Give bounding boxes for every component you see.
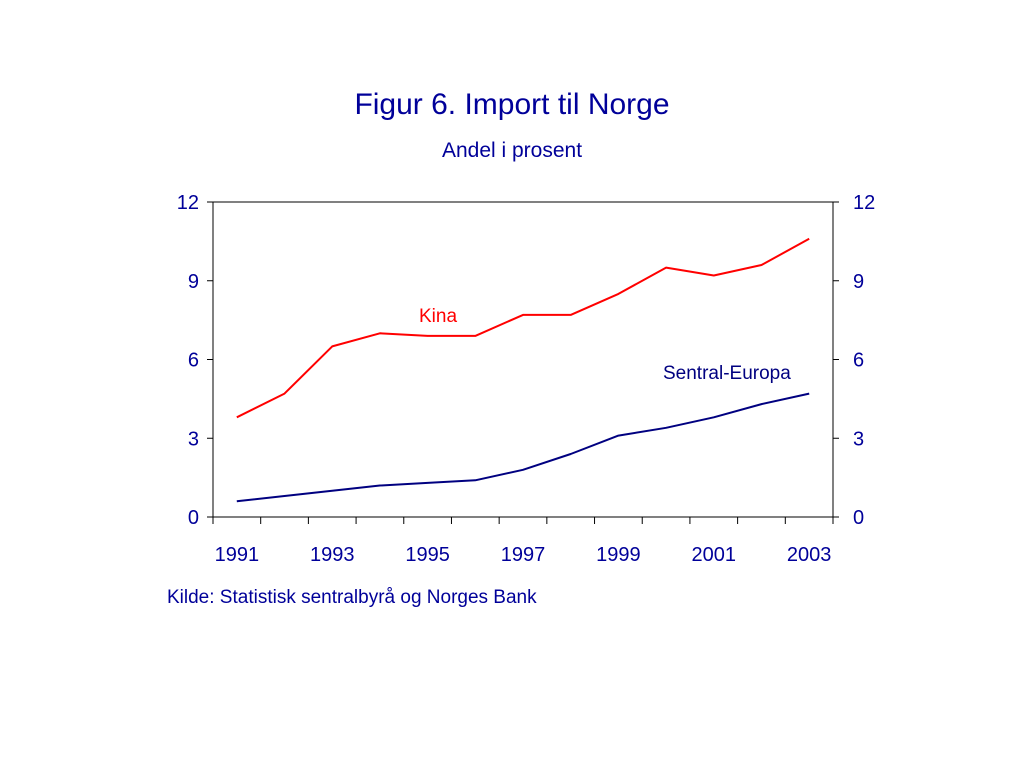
x-tick-label: 2001 xyxy=(692,544,737,566)
chart-subtitle: Andel i prosent xyxy=(441,139,583,162)
x-tick-label: 2003 xyxy=(787,544,832,566)
left-y-axis: 0 3 6 9 12 xyxy=(177,192,213,529)
y-tick-label-right: 3 xyxy=(853,428,864,450)
right-y-axis: 0 3 6 9 12 xyxy=(833,192,875,529)
source-note: Kilde: Statistisk sentralbyrå og Norges … xyxy=(167,587,537,608)
series-line-kina xyxy=(236,237,810,419)
x-tick-label: 1999 xyxy=(596,544,641,566)
y-tick-label-right: 9 xyxy=(853,271,864,293)
x-tick-label: 1993 xyxy=(310,544,355,566)
chart-title: Figur 6. Import til Norge xyxy=(354,88,670,121)
x-tick-label: 1997 xyxy=(501,544,546,566)
y-tick-label-right: 12 xyxy=(853,192,875,214)
series-lines xyxy=(236,237,810,503)
x-axis: 1991 1993 1995 1997 1999 2001 2003 xyxy=(212,517,834,566)
series-line-sentral-europa xyxy=(236,392,810,503)
x-tick-label: 1991 xyxy=(215,544,260,566)
series-label-sentral-europa: Sentral-Europa xyxy=(663,363,791,384)
y-tick-label-left: 0 xyxy=(188,507,199,529)
x-tick-label: 1995 xyxy=(405,544,450,566)
y-tick-label-left: 6 xyxy=(188,350,199,372)
series-label-kina: Kina xyxy=(419,306,457,327)
y-tick-label-right: 6 xyxy=(853,350,864,372)
y-tick-label-left: 9 xyxy=(188,271,199,293)
y-tick-label-right: 0 xyxy=(853,507,864,529)
y-tick-label-left: 12 xyxy=(177,192,199,214)
y-tick-label-left: 3 xyxy=(188,428,199,450)
